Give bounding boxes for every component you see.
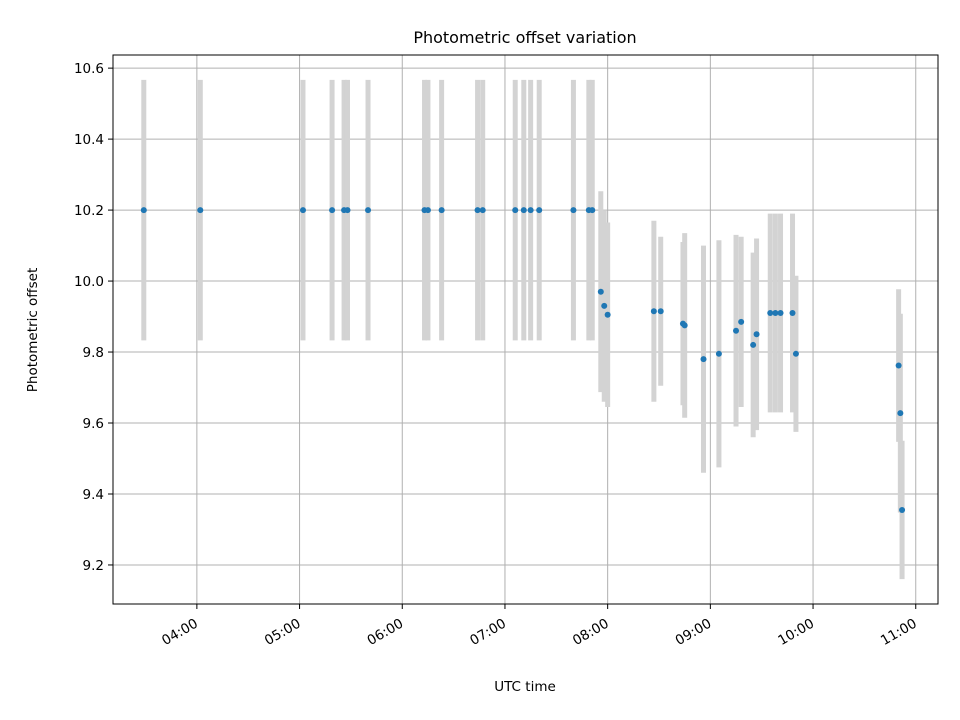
plot-frame — [112, 54, 939, 605]
data-points — [140, 207, 906, 513]
data-point — [344, 207, 351, 214]
data-point — [438, 207, 445, 214]
data-point — [681, 322, 688, 329]
data-point — [792, 350, 799, 357]
data-point — [479, 207, 486, 214]
data-point — [789, 309, 796, 316]
data-point — [897, 410, 904, 417]
data-point — [772, 309, 779, 316]
data-point — [750, 341, 757, 348]
data-point — [299, 207, 306, 214]
data-point — [527, 207, 534, 214]
data-point — [365, 207, 372, 214]
data-point — [650, 308, 657, 315]
y-tick-label: 9.8 — [83, 345, 104, 361]
data-point — [520, 207, 527, 214]
y-tick-label: 10.2 — [74, 203, 104, 219]
y-tick-label: 10.0 — [74, 274, 104, 290]
data-point — [570, 207, 577, 214]
y-tick-label: 10.6 — [74, 61, 104, 77]
data-point — [424, 207, 431, 214]
y-tick-label: 9.2 — [83, 558, 104, 574]
data-point — [657, 308, 664, 315]
data-point — [512, 207, 519, 214]
y-tick-label: 9.4 — [83, 487, 104, 503]
y-tick-label: 9.6 — [83, 416, 104, 432]
data-point — [733, 327, 740, 334]
y-axis-label: Photometric offset — [25, 268, 41, 392]
data-point — [597, 288, 604, 295]
data-point — [329, 207, 336, 214]
data-point — [899, 506, 906, 513]
chart-title: Photometric offset variation — [413, 28, 636, 47]
data-point — [777, 309, 784, 316]
data-point — [536, 207, 543, 214]
data-point — [601, 302, 608, 309]
data-point — [604, 311, 611, 318]
data-point — [767, 309, 774, 316]
data-point — [753, 331, 760, 338]
data-point — [715, 350, 722, 357]
y-axis: 9.2 9.4 9.6 9.8 10.0 10.2 10.4 10.6 — [74, 61, 113, 574]
data-point — [895, 362, 902, 369]
data-point — [589, 207, 596, 214]
y-tick-label: 10.4 — [74, 132, 104, 148]
data-point — [700, 356, 707, 363]
x-axis-label: UTC time — [494, 679, 556, 695]
data-point — [474, 207, 481, 214]
data-point — [197, 207, 204, 214]
data-point — [140, 207, 147, 214]
data-point — [738, 318, 745, 325]
